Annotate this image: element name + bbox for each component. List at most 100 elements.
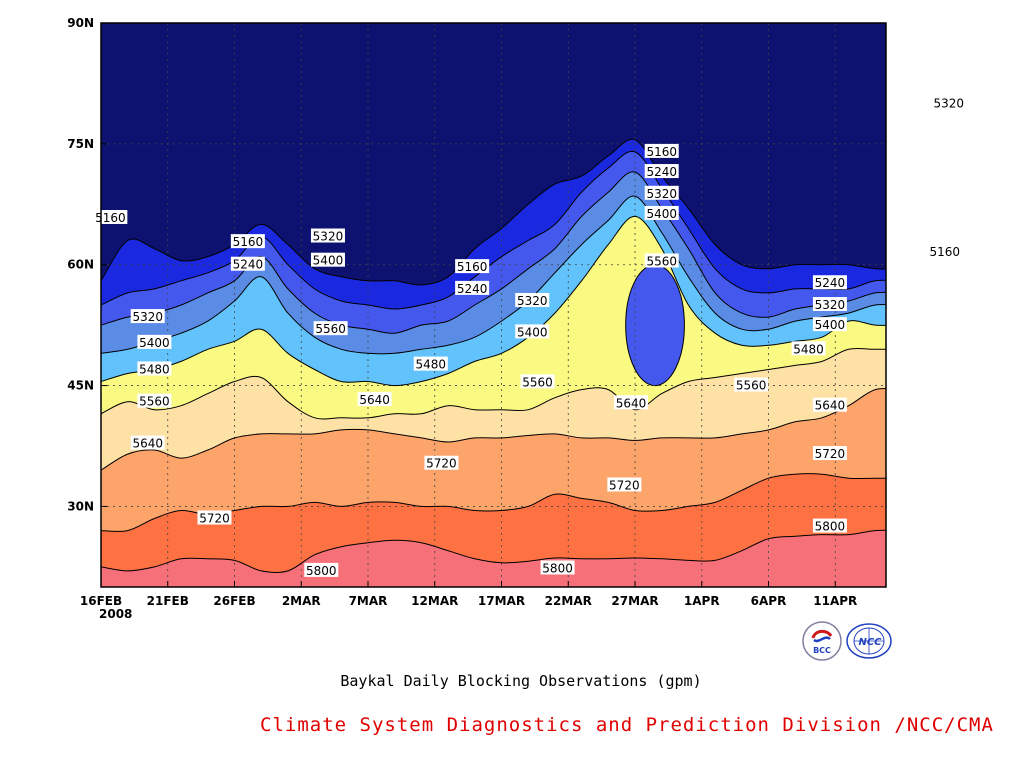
contour-label-text: 5640 <box>616 396 647 410</box>
contour-label: 5640 <box>614 395 649 410</box>
contour-label-box <box>424 455 459 470</box>
contour-label: 5480 <box>791 341 826 356</box>
contour-label-box <box>614 395 649 410</box>
contour-label: 5720 <box>812 446 847 461</box>
contour-label-text: 5240 <box>233 258 264 272</box>
contour-label-box <box>540 560 575 575</box>
contour-fills <box>101 23 886 573</box>
contour-label-text: 5480 <box>139 362 170 376</box>
contour-label: 5560 <box>734 377 769 393</box>
contour-label-box <box>644 253 679 268</box>
contour-label: 5400 <box>310 252 345 268</box>
x-axis-year-label: 2008 <box>99 607 132 621</box>
contour-label: 5160 <box>644 143 679 159</box>
contour-label: 5160 <box>927 243 962 259</box>
contour-label-text: 5320 <box>933 97 964 111</box>
x-tick-label: 21FEB <box>147 594 189 608</box>
contour-label-box <box>520 374 555 389</box>
contour-label: 5320 <box>310 228 345 244</box>
x-tick-label: 1APR <box>684 594 720 608</box>
contour-label-text: 5560 <box>736 379 767 393</box>
contour-label-text: 5720 <box>426 457 457 471</box>
contour-line-5560 <box>101 347 886 420</box>
contour-label-box <box>515 292 550 307</box>
contour-label: 5720 <box>197 510 232 526</box>
contour-line-5720 <box>101 473 886 532</box>
x-tick-label: 17MAR <box>478 594 525 608</box>
contour-label-box <box>137 361 172 376</box>
contour-label-box <box>644 143 679 158</box>
y-axis: 30N 45N 60N 75N 90N <box>67 16 107 513</box>
contour-label-box <box>791 341 826 356</box>
contour-label-box <box>607 477 642 492</box>
contour-label-text: 5240 <box>815 276 846 290</box>
contour-label: 5160 <box>230 234 265 249</box>
contour-label-text: 5160 <box>929 245 960 259</box>
contour-label-text: 5240 <box>457 282 488 296</box>
contour-label: 5240 <box>812 275 847 290</box>
x-tick-label: 27MAR <box>611 594 658 608</box>
contour-label-text: 5400 <box>313 254 344 268</box>
contour-label-box <box>455 280 490 295</box>
credit-line: Climate System Diagnostics and Predictio… <box>260 714 994 736</box>
contour-label-text: 5560 <box>315 322 346 336</box>
contour-label-text: 5160 <box>233 235 264 249</box>
contour-label-text: 5320 <box>517 294 548 308</box>
contour-label-text: 5720 <box>609 478 640 492</box>
contour-label: 5160 <box>455 259 490 274</box>
contour-label-box <box>197 510 232 525</box>
contour-label-box <box>812 275 847 290</box>
bcc-logo: BCC <box>801 620 843 666</box>
x-tick-label: 22MAR <box>545 594 592 608</box>
contour-label-box <box>310 252 345 267</box>
contour-label: 5400 <box>644 205 679 221</box>
contour-label-text: 5320 <box>646 187 677 201</box>
contour-label: 5480 <box>413 356 448 372</box>
contour-label-box <box>357 392 392 407</box>
plot-frame <box>100 22 887 588</box>
contour-line-5640 <box>101 387 886 471</box>
contour-label-text: 5560 <box>522 375 553 389</box>
contour-label: 5720 <box>607 477 642 492</box>
contour-label-box <box>812 297 847 311</box>
contour-label-box <box>313 321 348 336</box>
contour-label: 5240 <box>455 280 490 296</box>
contour-label-box <box>734 377 769 392</box>
contour-label: 5320 <box>515 292 550 308</box>
contour-label: 5560 <box>313 321 348 336</box>
contour-label: 5800 <box>812 518 847 534</box>
contour-label-text: 5640 <box>359 393 390 407</box>
contour-label-text: 5400 <box>139 336 170 350</box>
contour-label-text: 5400 <box>646 207 677 221</box>
contour-label: 5320 <box>931 95 966 111</box>
contour-label-box <box>812 397 847 412</box>
contour-label-box <box>130 309 165 324</box>
contour-label-text: 5560 <box>646 254 677 268</box>
closed-contour-5640 <box>625 264 685 387</box>
x-tick-label: 2MAR <box>282 594 321 608</box>
contour-label-box <box>931 95 966 110</box>
contour-label-box <box>644 185 679 200</box>
ncc-logo-text: NCC <box>858 637 882 648</box>
y-tick-label: 90N <box>67 16 94 30</box>
contour-label: 5640 <box>130 435 165 451</box>
contour-label-box <box>137 393 172 408</box>
contour-label-box <box>455 259 490 274</box>
contour-label: 5400 <box>515 324 550 339</box>
contour-line-5800 <box>101 529 886 574</box>
contour-label-text: 5640 <box>815 399 846 413</box>
contour-label-text: 5720 <box>199 512 230 526</box>
x-tick-label: 6APR <box>751 594 787 608</box>
contour-label-box <box>137 334 172 349</box>
contour-label-box <box>310 228 345 243</box>
contour-label-text: 5400 <box>517 325 548 339</box>
contour-label-text: 5400 <box>815 318 846 332</box>
contour-line-5480 <box>101 215 886 387</box>
contour-label-text: 5320 <box>815 298 846 312</box>
contour-label-text: 5800 <box>542 561 573 575</box>
contour-label-text: 5480 <box>415 358 446 372</box>
contour-label: 5320 <box>812 297 847 312</box>
contour-line-5400 <box>101 195 886 355</box>
contour-label-box <box>812 518 847 533</box>
